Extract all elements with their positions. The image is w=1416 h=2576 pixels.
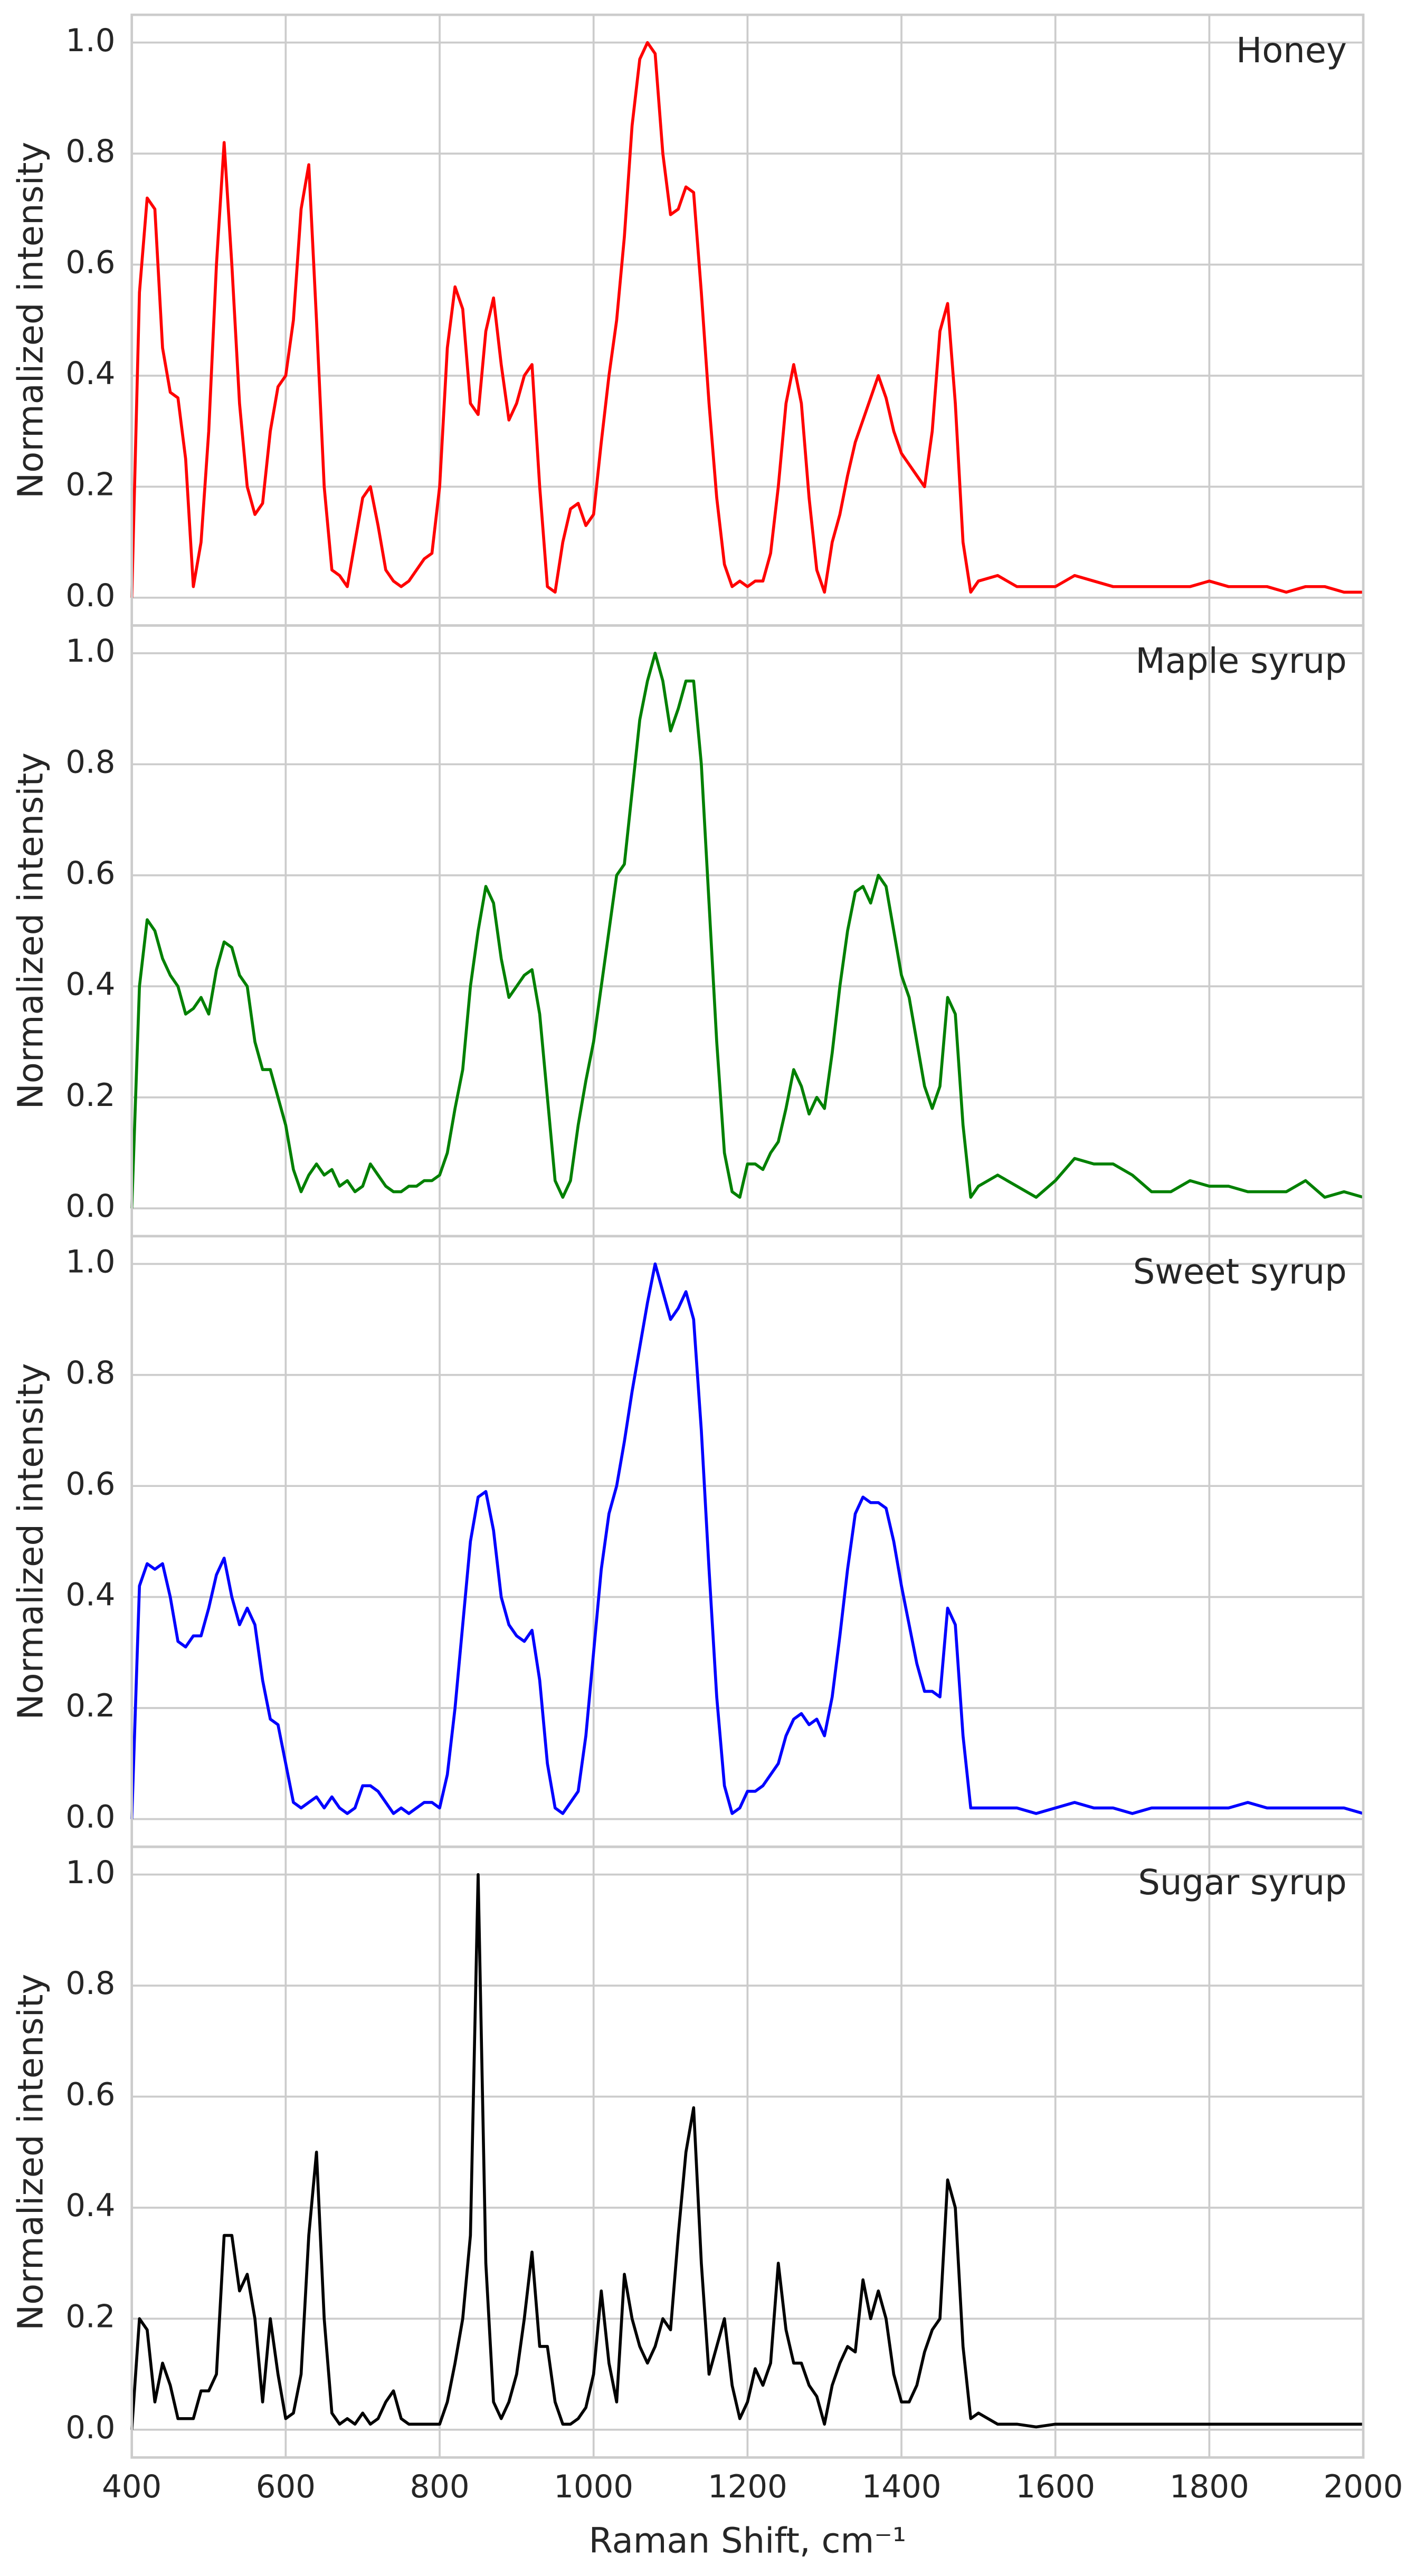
x-tick-label: 1200 [708, 2468, 787, 2505]
x-tick-label: 2000 [1324, 2468, 1403, 2505]
y-tick-label: 1.0 [65, 633, 115, 669]
y-tick-label: 0.0 [65, 577, 115, 614]
y-tick-label: 1.0 [65, 1243, 115, 1280]
spectrum-line [130, 1873, 1364, 2430]
x-tick-label: 1000 [554, 2468, 633, 2505]
y-tick-label: 0.6 [65, 244, 115, 281]
y-tick-label: 1.0 [65, 1854, 115, 1891]
y-tick-label: 0.8 [65, 1965, 115, 2001]
spectrum-line [130, 41, 1364, 598]
series-label: Honey [1236, 31, 1347, 71]
x-tick-label: 800 [410, 2468, 469, 2505]
y-tick-label: 0.6 [65, 2076, 115, 2113]
y-axis-label: Normalized intensity [11, 1363, 51, 1720]
x-tick-label: 1800 [1170, 2468, 1249, 2505]
spectrum-line [130, 652, 1364, 1209]
y-tick-label: 0.6 [65, 1465, 115, 1502]
y-tick-label: 0.2 [65, 1077, 115, 1113]
y-axis-label: Normalized intensity [11, 752, 51, 1109]
y-tick-label: 0.8 [65, 133, 115, 169]
x-tick-label: 600 [256, 2468, 316, 2505]
y-tick-label: 0.4 [65, 966, 115, 1002]
y-tick-label: 1.0 [65, 22, 115, 59]
y-tick-label: 0.6 [65, 855, 115, 891]
y-tick-label: 0.0 [65, 2409, 115, 2446]
y-tick-label: 0.2 [65, 2298, 115, 2334]
y-tick-label: 0.4 [65, 2187, 115, 2224]
y-axis-label: Normalized intensity [11, 1974, 51, 2331]
y-tick-label: 0.0 [65, 1799, 115, 1835]
y-tick-label: 0.4 [65, 1577, 115, 1613]
x-tick-label: 400 [102, 2468, 161, 2505]
panel-frame [130, 1845, 1365, 2459]
y-tick-label: 0.8 [65, 1354, 115, 1391]
y-axis-label: Normalized intensity [11, 142, 51, 499]
x-tick-label: 1400 [862, 2468, 942, 2505]
x-tick-label: 1600 [1015, 2468, 1095, 2505]
y-tick-label: 0.2 [65, 466, 115, 502]
y-tick-label: 0.0 [65, 1188, 115, 1224]
y-tick-label: 0.4 [65, 355, 115, 392]
series-label: Sugar syrup [1138, 1863, 1346, 1903]
x-axis-label: Raman Shift, cm⁻¹ [589, 2521, 907, 2561]
spectrum-line [130, 1262, 1364, 1819]
y-tick-label: 0.2 [65, 1687, 115, 1724]
y-tick-label: 0.8 [65, 744, 115, 780]
series-label: Sweet syrup [1133, 1252, 1347, 1292]
series-label: Maple syrup [1135, 641, 1346, 681]
